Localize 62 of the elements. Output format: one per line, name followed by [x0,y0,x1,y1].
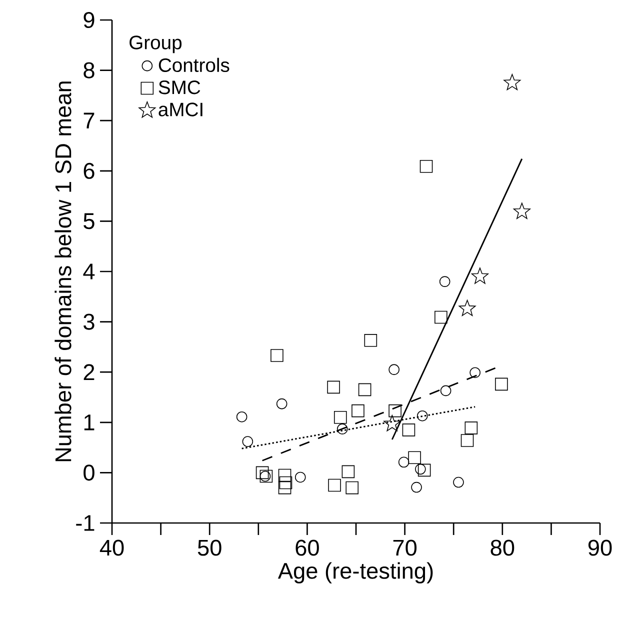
x-tick-label: 50 [198,540,222,556]
point [346,481,358,494]
point [256,466,269,480]
point [278,468,292,482]
legend-label: SMC [158,80,200,94]
y-tick-label: 4 [83,264,95,280]
point [358,383,372,396]
y-tick-label: 5 [84,213,94,230]
point [434,310,448,324]
y-tick-label: 9 [84,12,94,28]
y-tick-label: 7 [84,112,94,128]
point [415,464,426,475]
legend-label: Controls [158,58,230,72]
point [276,398,288,410]
point [388,364,400,375]
point [327,380,340,394]
point [342,465,355,478]
point [495,378,508,391]
legend-title: Group [130,36,182,54]
point [336,424,348,434]
y-tick-label: -1 [76,515,94,531]
y-tick-label: 8 [84,62,94,78]
y-tick-label: 3 [84,314,94,330]
x-tick-label: 90 [588,540,612,556]
y-tick-label: 1 [84,414,94,430]
x-axis-title: Age (re-testing) [278,562,433,584]
point [236,411,248,422]
point [440,385,452,396]
point [418,464,431,477]
y-tick-label: 2 [84,364,94,380]
point [504,74,521,90]
point [242,436,254,447]
point [420,160,433,173]
y-axis-title: Number of domains below 1 SD mean [54,82,72,462]
point [458,300,476,316]
point [388,404,402,418]
x-tick-label: 40 [100,540,124,556]
point [464,422,478,434]
point [352,404,364,418]
point [384,415,401,432]
x-tick-label: 60 [296,540,319,556]
point [334,410,347,424]
legend-label: aMCI [158,102,202,116]
point [411,482,422,493]
point [402,424,416,436]
x-tick-label: 80 [490,540,514,556]
x-tick-label: 70 [393,540,417,556]
point [471,268,488,284]
point [470,367,480,378]
point [270,349,284,362]
point [279,476,292,490]
point [278,481,292,494]
point [453,476,464,488]
point [294,472,306,483]
point [328,478,341,492]
point [439,276,450,287]
y-tick-label: 6 [84,162,94,179]
point [513,202,530,219]
point [364,334,378,347]
point [416,410,428,422]
y-tick-label: 0 [84,464,94,481]
point [460,434,474,447]
